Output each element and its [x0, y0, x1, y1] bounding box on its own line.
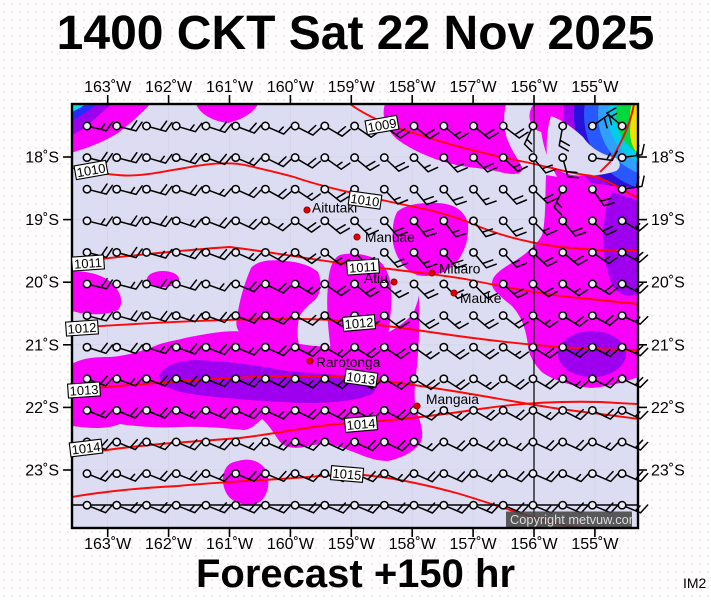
svg-text:Mangaia: Mangaia	[426, 392, 479, 407]
svg-text:Manuae: Manuae	[365, 230, 415, 245]
svg-text:162˚W: 162˚W	[145, 79, 193, 96]
svg-text:157˚W: 157˚W	[450, 79, 498, 96]
svg-text:1010: 1010	[76, 160, 107, 180]
svg-text:Copyright metvuw.com: Copyright metvuw.com	[510, 512, 639, 527]
svg-text:20˚S: 20˚S	[25, 275, 59, 292]
svg-text:18˚S: 18˚S	[25, 150, 59, 167]
svg-text:158˚W: 158˚W	[389, 536, 437, 553]
svg-text:158˚W: 158˚W	[389, 79, 437, 96]
svg-text:Atiu: Atiu	[364, 271, 388, 286]
svg-text:1009: 1009	[367, 115, 398, 135]
svg-text:21˚S: 21˚S	[651, 337, 685, 354]
svg-text:19˚S: 19˚S	[25, 212, 59, 229]
svg-text:Aitutaki: Aitutaki	[312, 201, 357, 216]
svg-text:1014: 1014	[71, 439, 102, 457]
svg-text:163˚W: 163˚W	[84, 536, 132, 553]
svg-text:22˚S: 22˚S	[25, 400, 59, 417]
svg-text:21˚S: 21˚S	[25, 337, 59, 354]
svg-text:161˚W: 161˚W	[206, 79, 254, 96]
svg-text:23˚S: 23˚S	[651, 463, 685, 480]
svg-text:Rarotonga: Rarotonga	[316, 355, 381, 370]
svg-text:156˚W: 156˚W	[510, 536, 558, 553]
svg-text:1014: 1014	[346, 416, 376, 433]
svg-text:159˚W: 159˚W	[328, 79, 376, 96]
svg-text:1011: 1011	[349, 259, 378, 276]
svg-text:163˚W: 163˚W	[84, 79, 132, 96]
svg-text:160˚W: 160˚W	[267, 79, 315, 96]
svg-text:1012: 1012	[67, 320, 97, 337]
svg-text:156˚W: 156˚W	[510, 79, 558, 96]
svg-text:160˚W: 160˚W	[267, 536, 315, 553]
svg-text:155˚W: 155˚W	[571, 536, 619, 553]
svg-text:1013: 1013	[346, 369, 377, 388]
svg-text:161˚W: 161˚W	[206, 536, 254, 553]
svg-text:157˚W: 157˚W	[450, 536, 498, 553]
svg-text:162˚W: 162˚W	[145, 536, 193, 553]
svg-text:1015: 1015	[332, 466, 362, 483]
svg-text:1013: 1013	[69, 382, 99, 399]
svg-text:22˚S: 22˚S	[651, 400, 685, 417]
svg-text:23˚S: 23˚S	[25, 463, 59, 480]
svg-text:20˚S: 20˚S	[651, 275, 685, 292]
svg-text:1010: 1010	[350, 191, 381, 210]
svg-text:1012: 1012	[344, 315, 374, 332]
svg-text:1011: 1011	[74, 255, 103, 272]
svg-text:18˚S: 18˚S	[651, 150, 685, 167]
svg-text:Mauke: Mauke	[460, 291, 502, 306]
svg-text:19˚S: 19˚S	[651, 212, 685, 229]
svg-text:155˚W: 155˚W	[571, 79, 619, 96]
svg-text:159˚W: 159˚W	[328, 536, 376, 553]
svg-text:Mitiaro: Mitiaro	[439, 262, 481, 277]
